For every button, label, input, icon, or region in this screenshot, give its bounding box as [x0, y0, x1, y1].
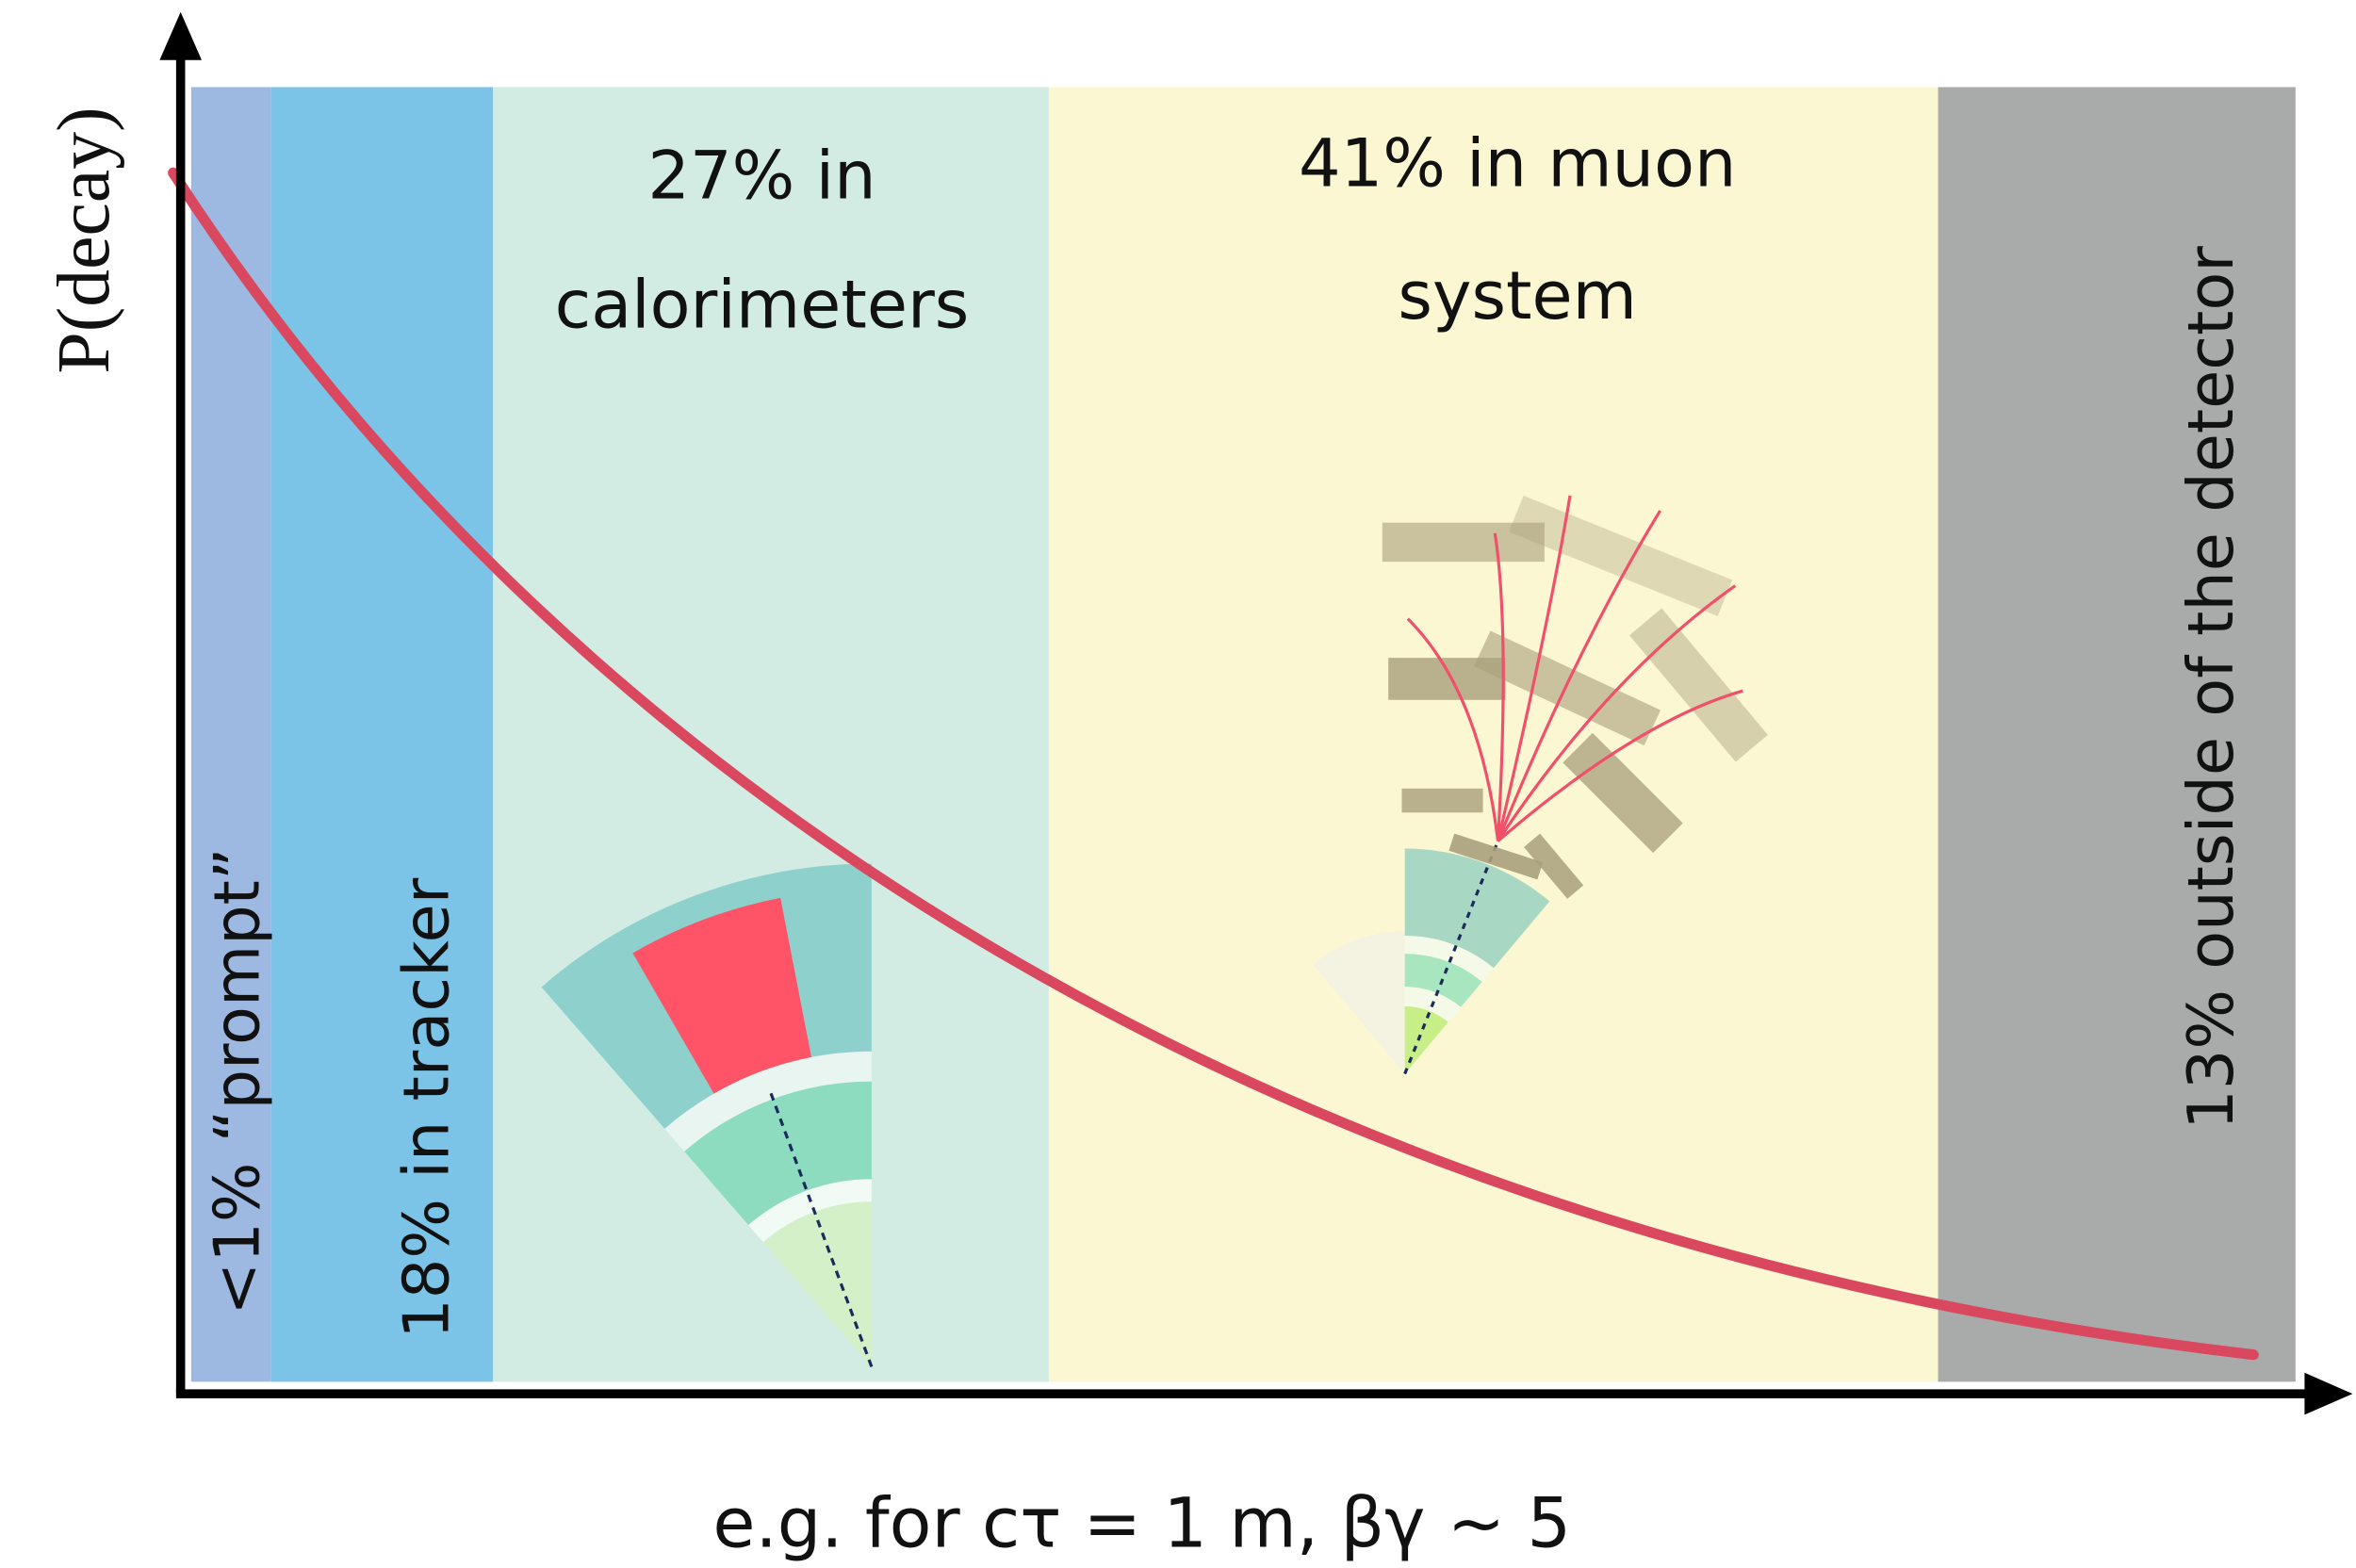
y-axis-label: P(decay)	[42, 106, 125, 373]
region-label: calorimeters	[555, 266, 970, 343]
region-label: 27% in	[647, 137, 875, 214]
region-label: 13% outside of the detector	[2174, 246, 2248, 1130]
region-label: 41% in muon	[1299, 125, 1736, 203]
figure: P(decay) e.g. for cτ = 1 m, βγ ~ 5 <1% “…	[0, 0, 2356, 1568]
region-label: 18% in tracker	[389, 877, 463, 1339]
region-label: system	[1398, 257, 1637, 335]
x-axis-label: e.g. for cτ = 1 m, βγ ~ 5	[712, 1484, 1571, 1564]
muon-chamber	[1401, 789, 1482, 813]
region-label: <1% “prompt”	[201, 847, 274, 1315]
